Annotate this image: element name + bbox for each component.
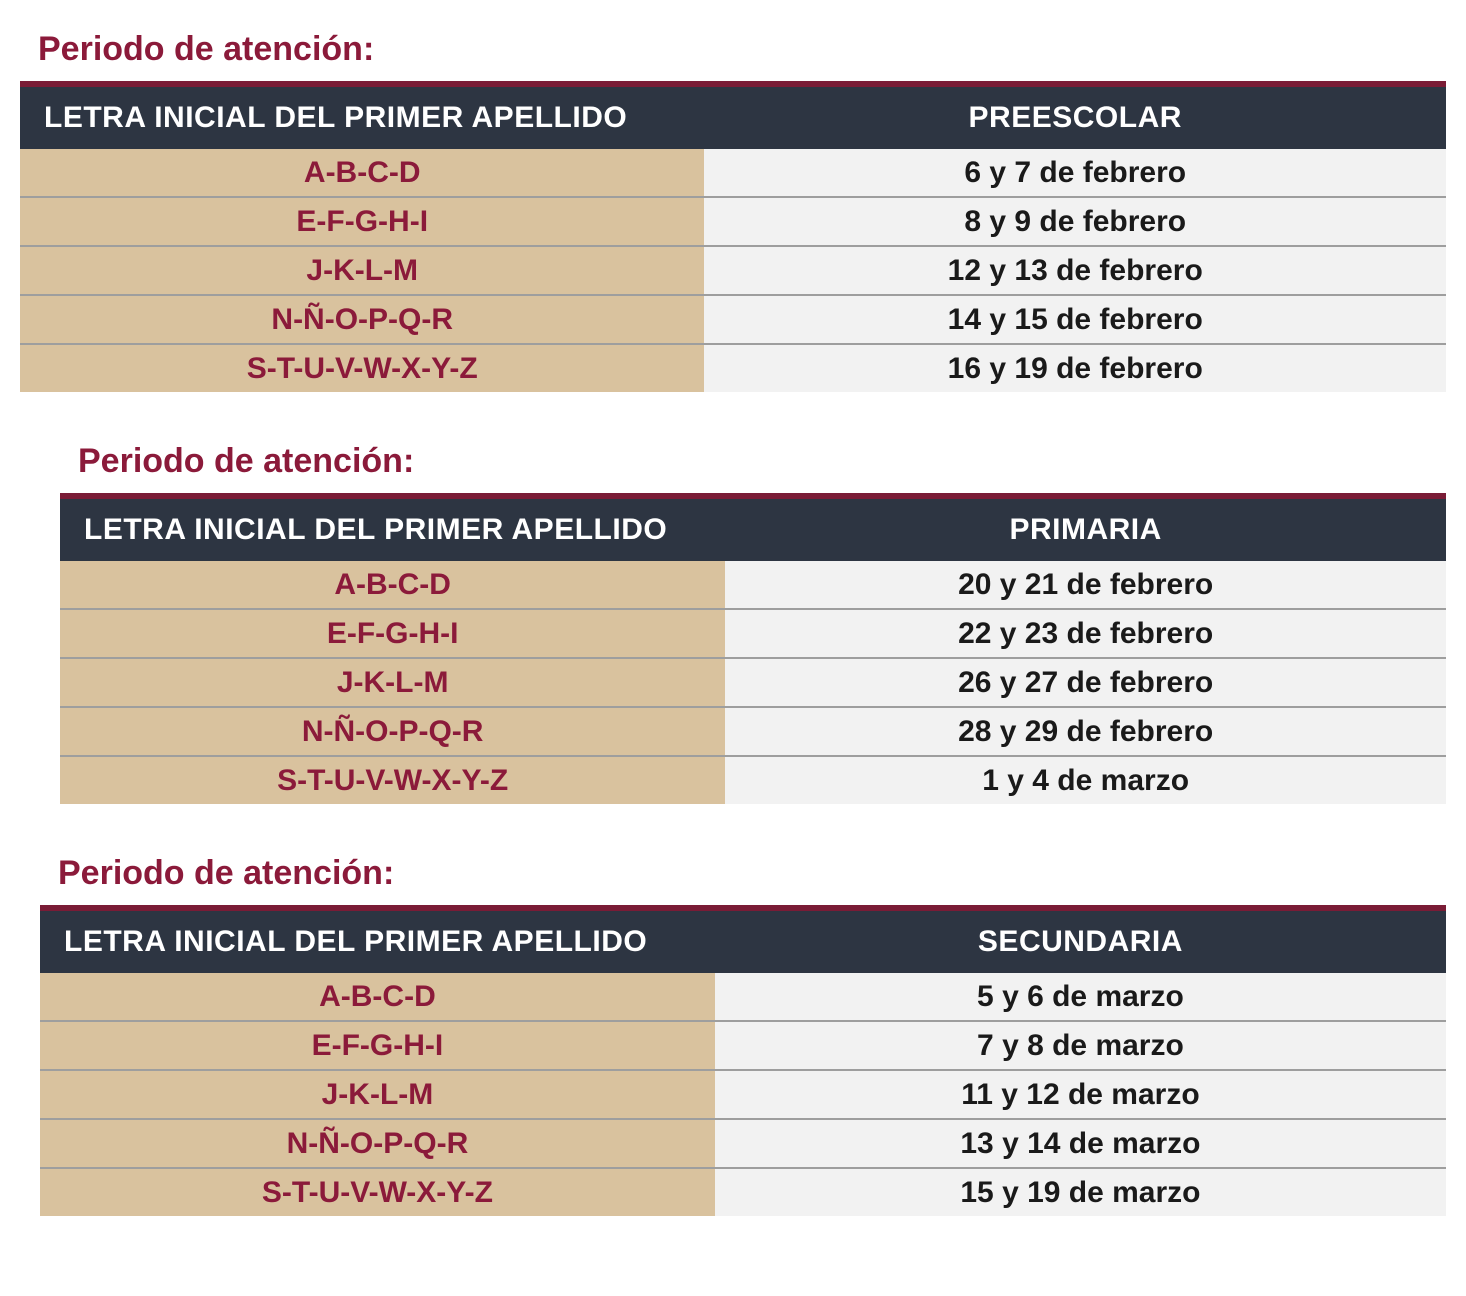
cell-dates: 28 y 29 de febrero (725, 707, 1446, 756)
cell-dates: 22 y 23 de febrero (725, 609, 1446, 658)
schedule-table: LETRA INICIAL DEL PRIMER APELLIDOSECUNDA… (40, 905, 1446, 1216)
section-title: Periodo de atención: (78, 442, 1446, 481)
cell-dates: 6 y 7 de febrero (704, 149, 1446, 197)
table-row: J-K-L-M12 y 13 de febrero (20, 246, 1446, 295)
cell-letters: A-B-C-D (20, 149, 704, 197)
cell-dates: 8 y 9 de febrero (704, 197, 1446, 246)
cell-letters: A-B-C-D (60, 561, 725, 609)
cell-letters: E-F-G-H-I (60, 609, 725, 658)
table-row: J-K-L-M11 y 12 de marzo (40, 1070, 1446, 1119)
cell-dates: 1 y 4 de marzo (725, 756, 1446, 804)
column-header-level: SECUNDARIA (715, 908, 1446, 973)
schedule-section: Periodo de atención: LETRA INICIAL DEL PR… (20, 30, 1446, 392)
section-title: Periodo de atención: (58, 854, 1446, 893)
table-row: N-Ñ-O-P-Q-R13 y 14 de marzo (40, 1119, 1446, 1168)
table-row: N-Ñ-O-P-Q-R28 y 29 de febrero (60, 707, 1446, 756)
cell-letters: E-F-G-H-I (20, 197, 704, 246)
table-row: E-F-G-H-I7 y 8 de marzo (40, 1021, 1446, 1070)
table-row: A-B-C-D6 y 7 de febrero (20, 149, 1446, 197)
cell-letters: J-K-L-M (40, 1070, 715, 1119)
table-row: N-Ñ-O-P-Q-R14 y 15 de febrero (20, 295, 1446, 344)
schedule-section: Periodo de atención: LETRA INICIAL DEL PR… (40, 854, 1446, 1216)
schedule-document: Periodo de atención: LETRA INICIAL DEL PR… (20, 30, 1446, 1216)
table-row: E-F-G-H-I8 y 9 de febrero (20, 197, 1446, 246)
table-row: J-K-L-M26 y 27 de febrero (60, 658, 1446, 707)
cell-letters: J-K-L-M (60, 658, 725, 707)
cell-letters: S-T-U-V-W-X-Y-Z (40, 1168, 715, 1216)
cell-dates: 13 y 14 de marzo (715, 1119, 1446, 1168)
cell-letters: S-T-U-V-W-X-Y-Z (60, 756, 725, 804)
cell-dates: 15 y 19 de marzo (715, 1168, 1446, 1216)
table-row: S-T-U-V-W-X-Y-Z15 y 19 de marzo (40, 1168, 1446, 1216)
section-title: Periodo de atención: (38, 30, 1446, 69)
column-header-letters: LETRA INICIAL DEL PRIMER APELLIDO (40, 908, 715, 973)
cell-dates: 16 y 19 de febrero (704, 344, 1446, 392)
column-header-letters: LETRA INICIAL DEL PRIMER APELLIDO (20, 84, 704, 149)
cell-letters: J-K-L-M (20, 246, 704, 295)
cell-dates: 12 y 13 de febrero (704, 246, 1446, 295)
cell-letters: N-Ñ-O-P-Q-R (60, 707, 725, 756)
table-row: E-F-G-H-I22 y 23 de febrero (60, 609, 1446, 658)
cell-letters: N-Ñ-O-P-Q-R (20, 295, 704, 344)
column-header-level: PREESCOLAR (704, 84, 1446, 149)
schedule-section: Periodo de atención: LETRA INICIAL DEL PR… (60, 442, 1446, 804)
cell-dates: 14 y 15 de febrero (704, 295, 1446, 344)
cell-dates: 11 y 12 de marzo (715, 1070, 1446, 1119)
schedule-table: LETRA INICIAL DEL PRIMER APELLIDOPREESCO… (20, 81, 1446, 392)
cell-letters: E-F-G-H-I (40, 1021, 715, 1070)
cell-letters: A-B-C-D (40, 973, 715, 1021)
column-header-letters: LETRA INICIAL DEL PRIMER APELLIDO (60, 496, 725, 561)
cell-dates: 26 y 27 de febrero (725, 658, 1446, 707)
cell-letters: N-Ñ-O-P-Q-R (40, 1119, 715, 1168)
cell-letters: S-T-U-V-W-X-Y-Z (20, 344, 704, 392)
cell-dates: 7 y 8 de marzo (715, 1021, 1446, 1070)
table-row: A-B-C-D20 y 21 de febrero (60, 561, 1446, 609)
schedule-table: LETRA INICIAL DEL PRIMER APELLIDOPRIMARI… (60, 493, 1446, 804)
table-row: S-T-U-V-W-X-Y-Z1 y 4 de marzo (60, 756, 1446, 804)
table-row: A-B-C-D5 y 6 de marzo (40, 973, 1446, 1021)
cell-dates: 5 y 6 de marzo (715, 973, 1446, 1021)
cell-dates: 20 y 21 de febrero (725, 561, 1446, 609)
table-row: S-T-U-V-W-X-Y-Z16 y 19 de febrero (20, 344, 1446, 392)
column-header-level: PRIMARIA (725, 496, 1446, 561)
